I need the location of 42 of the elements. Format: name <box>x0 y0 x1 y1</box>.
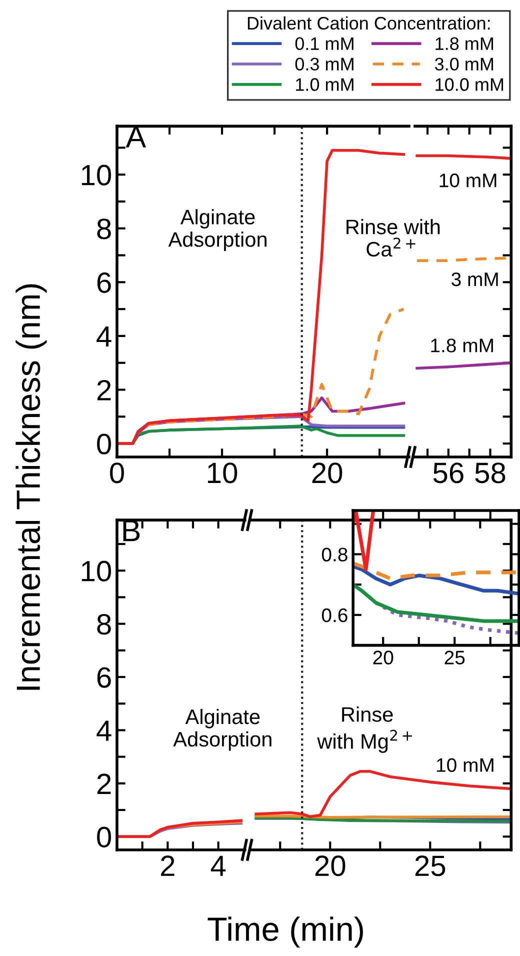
x-tick-label: 25 <box>415 856 446 876</box>
x-tick-label: 25 <box>444 650 465 664</box>
annotation: 1.8 mM <box>431 338 493 352</box>
annotation: Rinse with Ca$^{2+}$ <box>346 219 440 257</box>
y-tick-label: 10 <box>82 560 111 582</box>
x-tick-label: 20 <box>373 650 394 664</box>
x-tick-label: 20 <box>312 462 342 484</box>
y-tick-label: 8 <box>97 218 111 240</box>
x-axis-title: Time (min) <box>208 916 363 948</box>
x-tick-label: 10 <box>208 462 238 484</box>
legend-label: 1.8 mM <box>436 37 493 50</box>
legend-label: 10.0 mM <box>436 78 504 91</box>
annotation: 3 mM <box>452 272 498 286</box>
legend-label: 1.0 mM <box>296 78 354 91</box>
y-tick-label: 4 <box>96 326 112 347</box>
annotation: 10 mM <box>440 174 496 188</box>
y-tick-label: 2 <box>97 380 111 400</box>
legend-label: 0.3 mM <box>295 58 354 71</box>
annotation: 10 mM <box>436 758 494 772</box>
x-tick-label: 4 <box>210 856 226 876</box>
annotation: A <box>126 126 146 148</box>
y-tick-label: 0.6 <box>322 608 348 622</box>
y-tick-label: 10 <box>82 164 111 186</box>
y-axis-title: Incremental Thickness (nm) <box>16 284 47 690</box>
y-tick-label: 6 <box>97 272 111 294</box>
annotation: Alginate Adsorption <box>168 209 266 251</box>
legend-label: 3.0 mM <box>434 58 493 71</box>
legend-title: Divalent Cation Concentration: <box>248 16 490 30</box>
y-tick-label: 8 <box>97 614 111 635</box>
y-tick-label: 4 <box>96 720 112 741</box>
y-tick-label: 0 <box>97 434 111 454</box>
x-tick-label: 20 <box>315 856 346 876</box>
x-tick-label: 2 <box>161 856 174 876</box>
y-tick-label: 2 <box>97 774 111 794</box>
y-tick-label: 6 <box>97 667 111 688</box>
annotation: Alginate Adsorption <box>173 708 272 751</box>
annotation: Rinse with Mg$^{2+}$ <box>317 706 412 753</box>
x-tick-label: 58 <box>475 462 506 484</box>
y-tick-label: 0.8 <box>322 548 348 562</box>
legend-label: 0.1 mM <box>295 37 354 50</box>
y-tick-label: 0 <box>97 826 111 848</box>
x-tick-label: 56 <box>433 462 464 484</box>
